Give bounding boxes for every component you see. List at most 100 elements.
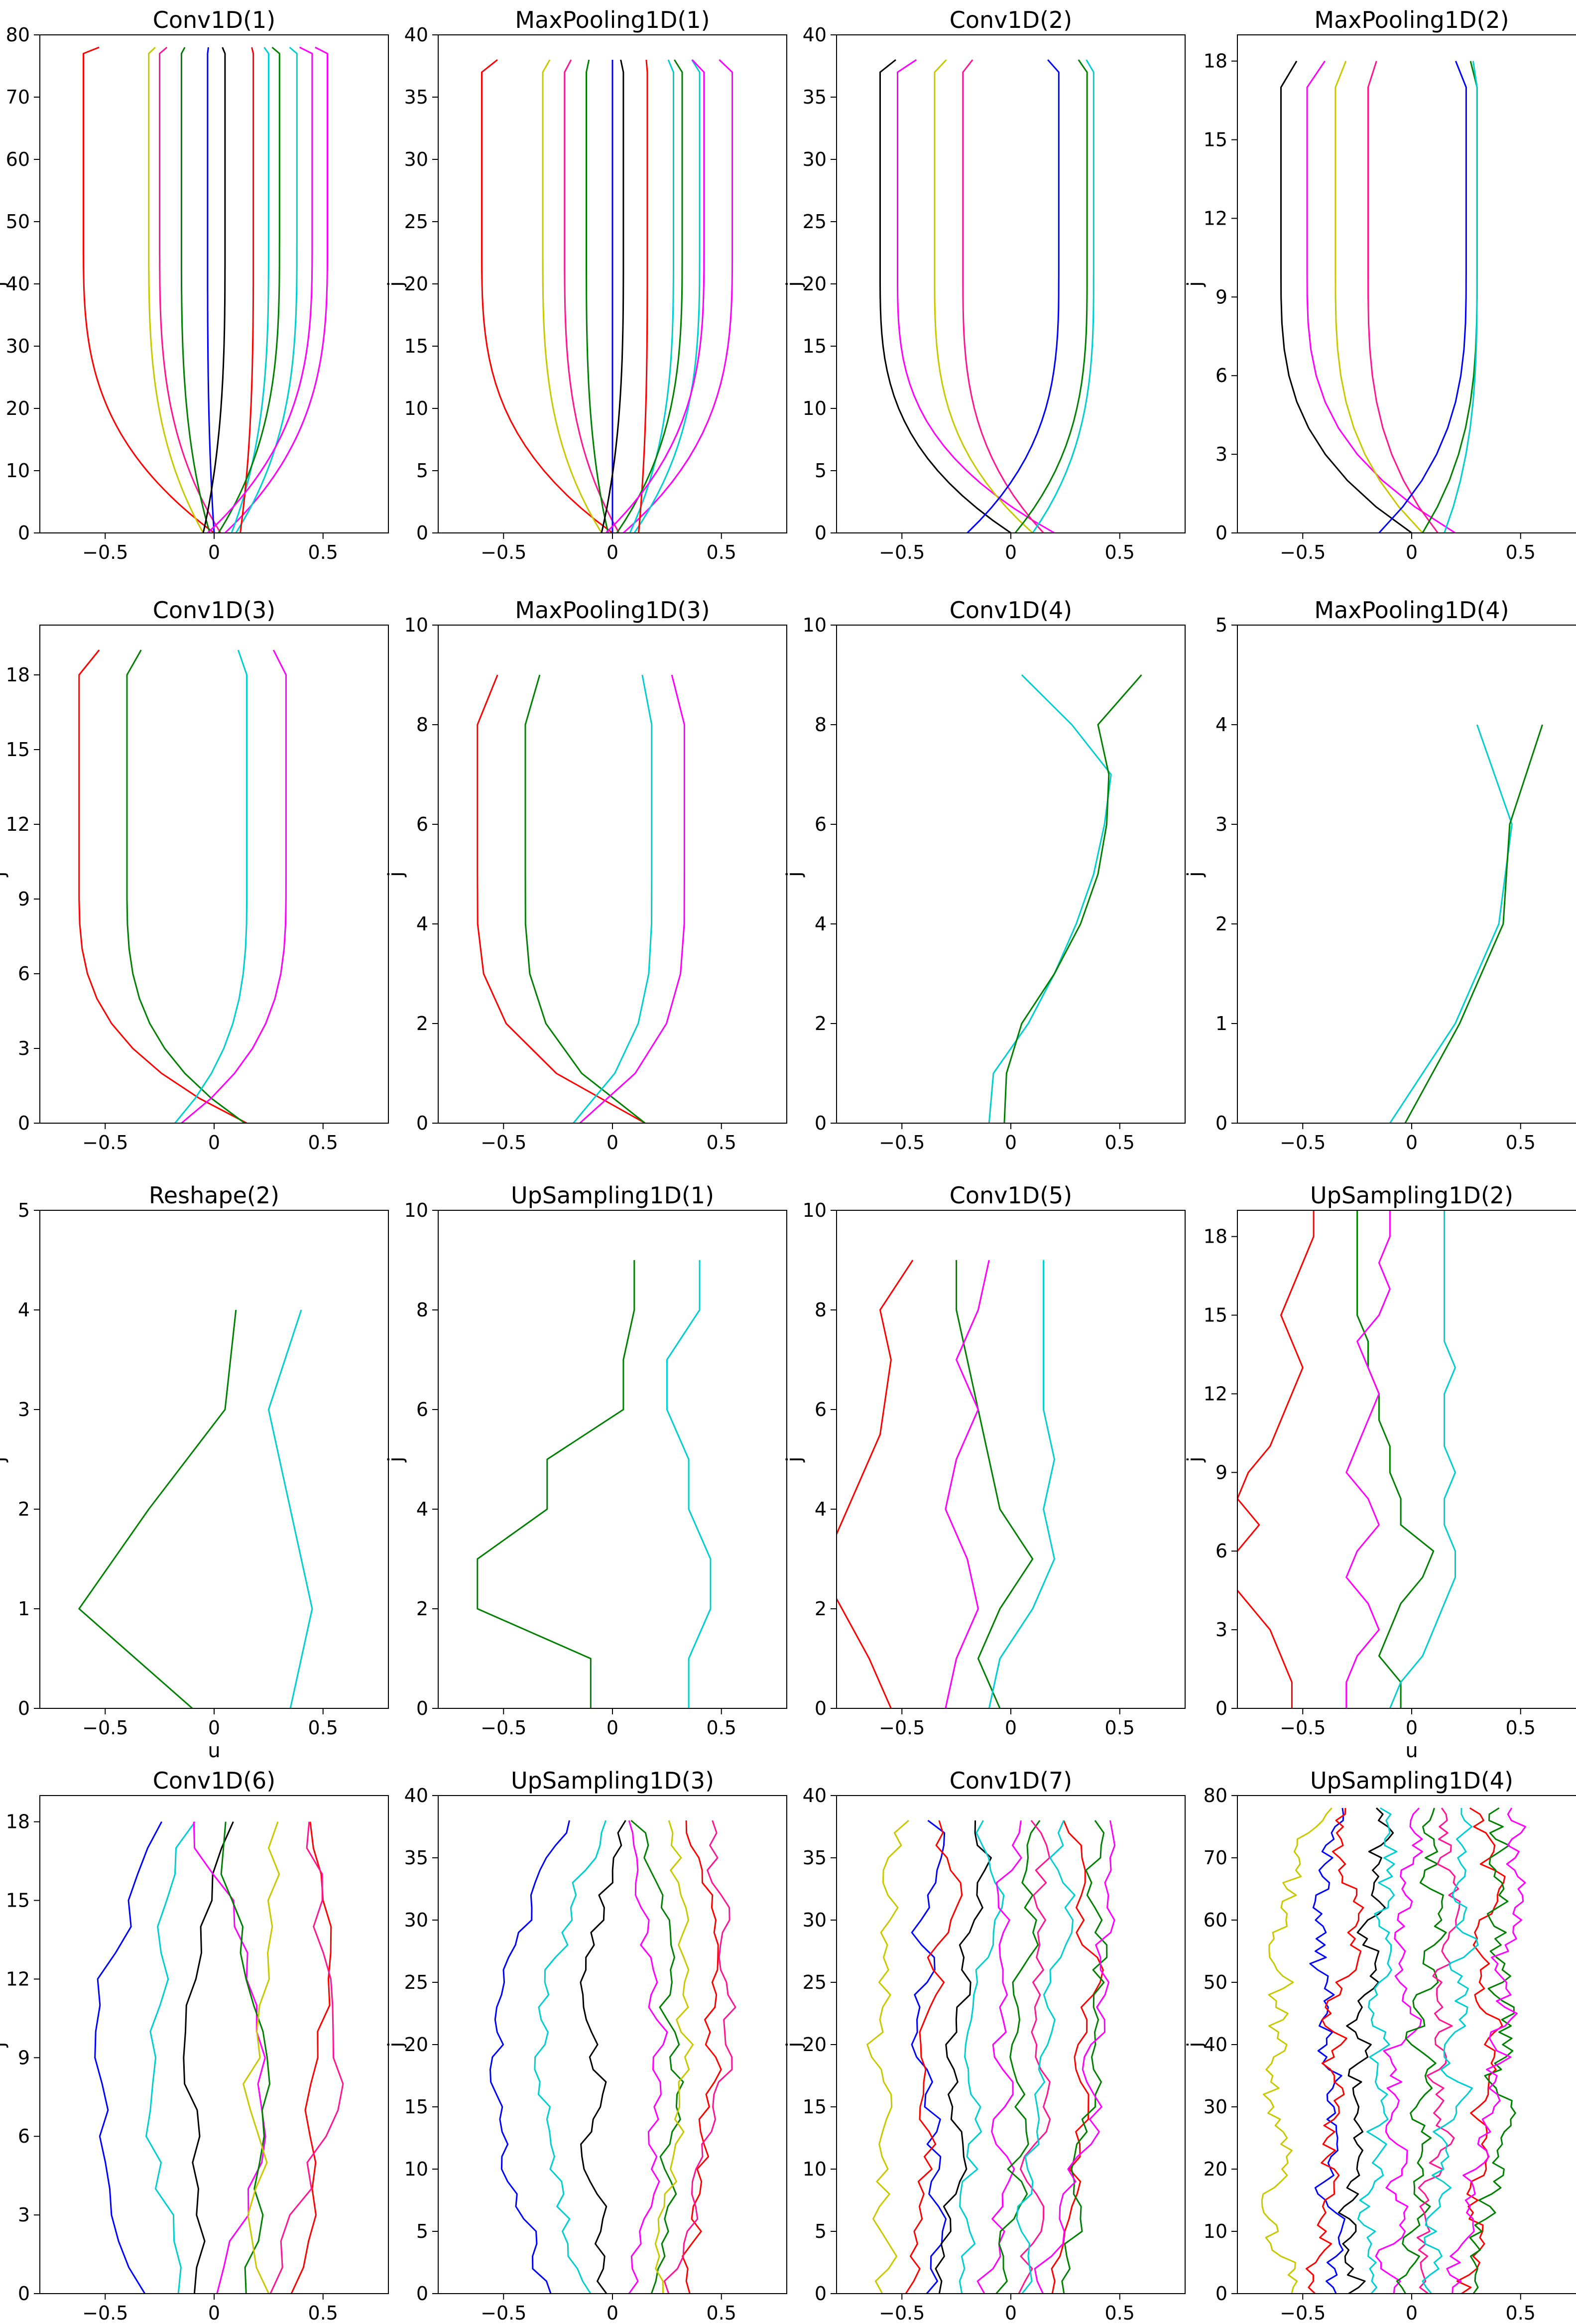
y-axis-label: j — [384, 2042, 407, 2048]
series-line — [94, 1821, 163, 2294]
y-tick-label: 30 — [404, 1909, 428, 1931]
plot-frame — [1237, 34, 1576, 533]
y-tick-label: 2 — [18, 1498, 30, 1520]
plot-frame — [438, 34, 787, 533]
y-axis-label: j — [783, 1456, 806, 1462]
subplot-title: UpSampling1D(4) — [1310, 1767, 1513, 1794]
x-tick-label: 0.5 — [308, 1717, 338, 1739]
y-tick-label: 30 — [6, 335, 30, 357]
x-tick-label: 0 — [1005, 1717, 1017, 1739]
series-line — [1389, 724, 1513, 1123]
y-tick-label: 18 — [1204, 1226, 1227, 1248]
x-tick-label: −0.5 — [1280, 1717, 1326, 1739]
series-line — [1375, 1807, 1423, 2294]
y-axis-label: j — [783, 2042, 806, 2048]
y-tick-label: 35 — [404, 1847, 428, 1869]
series-line — [586, 59, 609, 533]
x-tick-label: 0.5 — [1105, 2302, 1135, 2324]
y-tick-label: 12 — [1204, 1383, 1227, 1405]
y-tick-label: 60 — [1204, 1909, 1227, 1931]
series-line — [542, 59, 603, 533]
x-tick-label: 0 — [1005, 541, 1017, 563]
series-line — [218, 46, 280, 533]
x-tick-label: 0.5 — [308, 2302, 338, 2324]
y-tick-label: 5 — [416, 2220, 428, 2242]
x-tick-label: −0.5 — [82, 1717, 128, 1739]
x-tick-label: −0.5 — [1280, 541, 1326, 563]
series-line — [1389, 1210, 1456, 1708]
series-line — [183, 1821, 234, 2294]
y-tick-label: 18 — [6, 664, 30, 686]
y-tick-label: 35 — [803, 86, 827, 108]
series-line — [628, 1820, 668, 2294]
series-line — [601, 59, 624, 533]
y-tick-label: 8 — [416, 1299, 428, 1321]
series-line — [1051, 1820, 1104, 2294]
y-tick-label: 5 — [18, 1199, 30, 1221]
subplot-title: MaxPooling1D(3) — [515, 597, 710, 624]
series-line — [145, 1821, 196, 2294]
x-tick-label: 0.5 — [1506, 1132, 1536, 1154]
subplot-title: Conv1D(4) — [950, 597, 1073, 624]
series-line — [1014, 59, 1088, 533]
y-tick-label: 15 — [404, 335, 428, 357]
y-tick-label: 6 — [815, 813, 827, 835]
series-line — [1309, 1808, 1346, 2294]
plot-frame — [1237, 625, 1576, 1124]
y-tick-label: 4 — [416, 913, 428, 935]
x-tick-label: −0.5 — [879, 2302, 925, 2324]
y-tick-label: 4 — [416, 1498, 428, 1520]
series-line — [1456, 1807, 1506, 2294]
y-tick-label: 0 — [815, 1112, 827, 1134]
y-tick-label: 3 — [18, 1037, 30, 1059]
y-tick-label: 3 — [18, 2204, 30, 2226]
x-tick-label: 0.5 — [707, 1717, 736, 1739]
y-axis-label: j — [0, 871, 9, 877]
x-tick-label: −0.5 — [481, 541, 526, 563]
series-group — [94, 1821, 344, 2294]
series-line — [207, 47, 215, 533]
y-tick-label: 20 — [6, 397, 30, 419]
series-group — [1237, 1210, 1456, 1708]
subplot: Conv1D(4) −0.5 0 0.5 0 2 4 6 8 10 j — [783, 597, 1186, 1154]
x-tick-label: −0.5 — [82, 2302, 128, 2324]
y-tick-label: 6 — [416, 813, 428, 835]
subplot-title: MaxPooling1D(1) — [515, 6, 710, 33]
subplot-title: MaxPooling1D(4) — [1314, 597, 1509, 624]
y-tick-label: 0 — [18, 1697, 30, 1719]
plot-frame — [836, 34, 1186, 533]
y-tick-label: 9 — [1215, 1461, 1227, 1483]
y-tick-label: 5 — [416, 460, 428, 482]
y-tick-label: 0 — [815, 1697, 827, 1719]
subplot-title: Conv1D(5) — [950, 1182, 1073, 1209]
x-tick-label: −0.5 — [481, 1717, 526, 1739]
x-tick-label: 0.5 — [1506, 1717, 1536, 1739]
series-line — [267, 1309, 313, 1708]
x-tick-label: −0.5 — [82, 541, 128, 563]
y-tick-label: 8 — [815, 1299, 827, 1321]
y-tick-label: 0 — [416, 522, 428, 544]
y-tick-label: 20 — [803, 273, 827, 295]
y-tick-label: 10 — [803, 614, 827, 636]
y-tick-label: 0 — [416, 2283, 428, 2305]
y-tick-label: 3 — [1215, 813, 1227, 835]
y-tick-label: 15 — [803, 335, 827, 357]
y-tick-label: 2 — [815, 1598, 827, 1620]
series-line — [995, 1820, 1041, 2294]
y-tick-label: 10 — [404, 397, 428, 419]
series-line — [240, 47, 254, 533]
plot-frame — [1237, 1210, 1576, 1709]
y-tick-label: 9 — [18, 888, 30, 910]
series-line — [235, 46, 298, 533]
series-line — [616, 59, 683, 533]
plot-frame — [438, 1210, 787, 1709]
subplot: Conv1D(3) −0.5 0 0.5 0 3 6 9 12 15 18 j — [0, 597, 389, 1154]
subplot: Conv1D(5) −0.5 0 0.5 0 2 4 6 8 10 j — [783, 1182, 1186, 1739]
series-line — [78, 1309, 237, 1708]
series-group — [78, 1309, 313, 1708]
subplot: UpSampling1D(4) −0.5 0 0.5 0 10 20 30 40 50 60 70 80… — [1184, 1767, 1576, 2324]
series-line — [866, 1819, 909, 2294]
plot-frame — [836, 625, 1186, 1124]
y-tick-label: 20 — [803, 2034, 827, 2056]
y-tick-label: 2 — [1215, 913, 1227, 935]
